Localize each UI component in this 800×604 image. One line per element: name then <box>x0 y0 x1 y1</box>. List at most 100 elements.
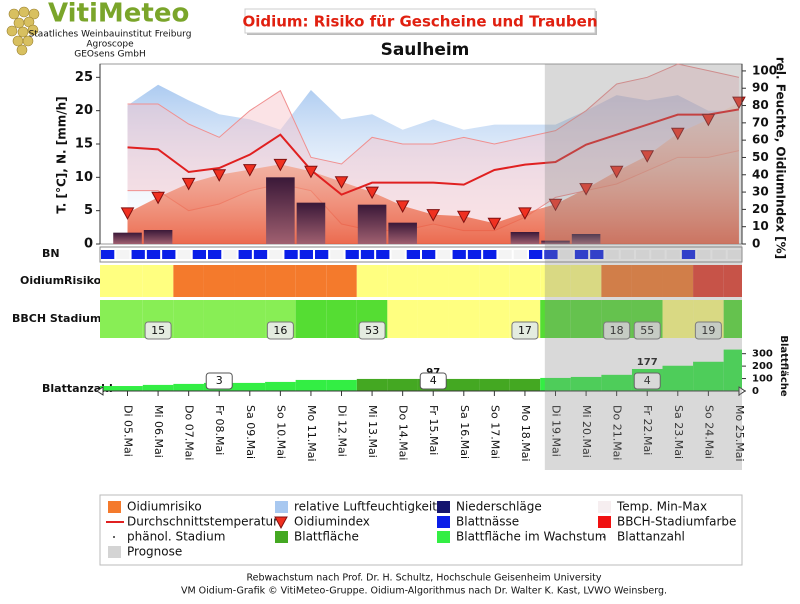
risk-cell <box>723 265 742 297</box>
precip-bar <box>296 202 326 244</box>
leaf-tick-label: 0 <box>752 386 759 397</box>
legend-swatch <box>437 501 450 513</box>
bn-cell <box>513 250 527 259</box>
leaf-count-label: 4 <box>430 374 437 387</box>
legend-swatch <box>108 501 121 513</box>
index-marker <box>242 164 257 177</box>
leaf-bar <box>601 374 632 391</box>
precip-bar <box>143 230 173 244</box>
index-marker <box>548 198 563 212</box>
legend-label: phänol. Stadium <box>127 530 225 544</box>
title-box <box>244 8 596 34</box>
risk-cell <box>479 265 510 297</box>
index-marker <box>640 150 655 163</box>
leaf-bar <box>509 378 541 391</box>
precip-bar <box>571 234 601 244</box>
precip-bar <box>388 222 417 244</box>
precip-bar <box>541 240 570 244</box>
x-tick-label: Mi 13.Mai <box>366 405 379 458</box>
x-tick-label: Do 07.Mai <box>183 405 196 460</box>
x-tick-label: So 24.Mai <box>702 405 715 459</box>
y2-tick-label: 60 <box>752 133 769 147</box>
logo-line: GEOsens GmbH <box>74 50 145 60</box>
leaf-bar <box>570 376 602 391</box>
legend-label: Durchschnittstemperatur <box>127 515 278 529</box>
index-marker <box>670 127 685 141</box>
bn-cell <box>345 250 359 259</box>
temp-max-line <box>127 63 740 165</box>
bn-cell <box>636 250 650 259</box>
leaf-count-label: 4 <box>644 374 651 387</box>
index-marker <box>212 169 227 182</box>
x-tick-label: So 10.Mai <box>274 405 287 459</box>
bbch-cell <box>234 300 266 338</box>
risk-cell <box>100 265 143 297</box>
risk-cell <box>387 265 418 297</box>
bn-cell <box>422 250 436 259</box>
x-tick-label: Mo 25.Mai <box>733 405 746 462</box>
leaf-bar <box>326 379 357 391</box>
index-marker <box>151 191 165 205</box>
risk-cell <box>631 265 663 297</box>
risk-cell <box>142 265 174 297</box>
risk-cell <box>265 265 296 297</box>
precip-bar <box>266 177 295 244</box>
y-tick-label: 15 <box>75 137 93 152</box>
index-marker <box>487 217 502 231</box>
x-tick-label: Mo 18.Mai <box>519 405 532 462</box>
index-marker <box>304 165 318 179</box>
precip-bar <box>357 204 387 244</box>
legend-label: Oidiumrisiko <box>127 500 202 514</box>
bn-cell <box>330 250 344 259</box>
bn-cell <box>284 250 298 259</box>
leaf-count-box <box>205 372 233 390</box>
stage-label: 55 <box>640 324 654 337</box>
stage-label: 18 <box>610 324 624 337</box>
leaf-bar <box>265 381 296 391</box>
bbch-cell <box>417 300 449 338</box>
panel-label: BN <box>42 247 60 260</box>
x-tick-label: Fr 08.Mai <box>213 405 226 455</box>
bn-cell <box>116 250 130 259</box>
chart-title: Oidium: Risiko für Gescheine und Trauben <box>242 13 597 31</box>
bbch-cell <box>295 300 327 338</box>
bn-cell <box>376 250 390 259</box>
leaf-bar <box>142 384 174 391</box>
y-tick-label: 0 <box>84 237 93 252</box>
bbch-cell <box>326 300 357 338</box>
legend-swatch <box>113 536 115 538</box>
x-tick-label: Di 05.Mai <box>122 405 135 457</box>
bn-cell <box>529 250 543 259</box>
y2-tick-label: 100 <box>752 63 777 77</box>
index-marker <box>701 113 716 127</box>
arrow-left <box>96 386 104 396</box>
risk-cell <box>417 265 449 297</box>
bn-cell <box>697 250 711 259</box>
panel-label: Blattanzahl <box>42 382 113 395</box>
y2-tick-label: 70 <box>752 115 769 129</box>
stage-box <box>358 321 386 340</box>
legend-swatch <box>275 531 288 543</box>
bn-cell <box>315 250 329 259</box>
legend-swatch <box>108 546 121 558</box>
y-axis-label: T. [°C], N. [mm/h] <box>55 96 69 213</box>
legend-swatch <box>603 536 605 538</box>
bn-cell <box>299 250 313 259</box>
index-marker <box>395 200 410 213</box>
bn-cell <box>544 250 558 259</box>
bn-cell <box>437 250 451 259</box>
logo-line: Staatliches Weinbauinstitut Freiburg <box>29 30 192 40</box>
bn-cell <box>101 250 115 259</box>
bn-cell <box>483 250 497 259</box>
y-tick-label: 10 <box>75 170 93 185</box>
footer: Rebwachstum nach Prof. Dr. H. Schultz, H… <box>246 573 601 584</box>
leaf-bar <box>387 378 418 391</box>
index-marker <box>456 210 471 224</box>
legend-label: Blattfläche <box>294 530 359 544</box>
y-tick-label: 5 <box>84 203 93 218</box>
leaf-bar <box>100 386 143 391</box>
stage-box <box>694 321 722 340</box>
leaf-bar <box>662 365 694 391</box>
bn-cell <box>177 250 191 259</box>
